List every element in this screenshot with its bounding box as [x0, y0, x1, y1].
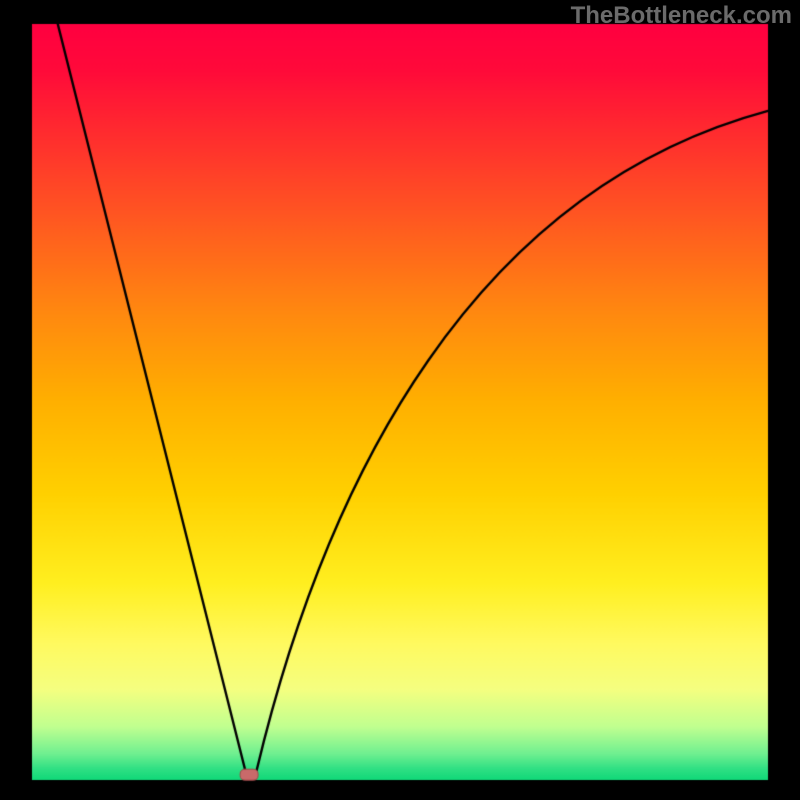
chart-frame: TheBottleneck.com [0, 0, 800, 800]
chart-canvas-wrap [0, 0, 800, 800]
bottleneck-chart-canvas [0, 0, 800, 800]
watermark-text: TheBottleneck.com [571, 2, 792, 30]
